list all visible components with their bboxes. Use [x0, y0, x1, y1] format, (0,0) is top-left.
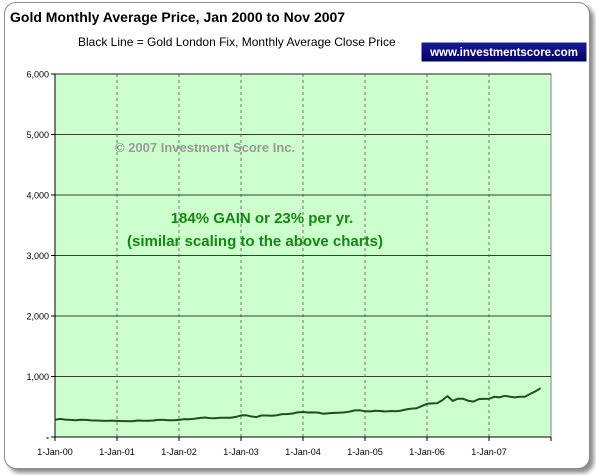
x-tick-label: 1-Jan-00 — [37, 447, 73, 457]
axes — [51, 73, 552, 441]
y-tick-label: 3,000 — [26, 251, 49, 261]
y-tick-label: 2,000 — [26, 312, 49, 322]
x-tick-label: 1-Jan-01 — [99, 447, 135, 457]
y-tick-label: - — [46, 433, 49, 443]
y-tick-labels: 6,000 5,000 4,000 3,000 2,000 1,000 - — [26, 70, 49, 443]
gold-price-line — [54, 387, 542, 423]
copyright-watermark: © 2007 Investment Score Inc. — [115, 140, 295, 155]
x-tick-label: 1-Jan-07 — [471, 447, 507, 457]
x-tick-label: 1-Jan-06 — [409, 447, 445, 457]
y-tick-label: 6,000 — [26, 70, 49, 80]
x-tick-label: 1-Jan-05 — [347, 447, 383, 457]
chart-subtitle: Black Line = Gold London Fix, Monthly Av… — [78, 35, 396, 49]
gain-annotation: 184% GAIN or 23% per yr. — [171, 210, 354, 227]
gridlines — [55, 73, 551, 437]
x-tick-label: 1-Jan-04 — [285, 447, 321, 457]
chart-title: Gold Monthly Average Price, Jan 2000 to … — [10, 9, 345, 25]
scaling-annotation: (similar scaling to the above charts) — [127, 233, 383, 250]
y-tick-label: 5,000 — [26, 130, 49, 140]
x-tick-label: 1-Jan-03 — [223, 447, 259, 457]
y-tick-label: 1,000 — [26, 372, 49, 382]
website-badge-text[interactable]: www.investmentscore.com — [429, 47, 578, 59]
x-tick-label: 1-Jan-02 — [161, 447, 197, 457]
website-badge[interactable] — [420, 41, 588, 63]
y-tick-label: 4,000 — [26, 191, 49, 201]
x-tick-labels: 1-Jan-00 1-Jan-01 1-Jan-02 1-Jan-03 1-Jan-04… — [37, 447, 507, 457]
